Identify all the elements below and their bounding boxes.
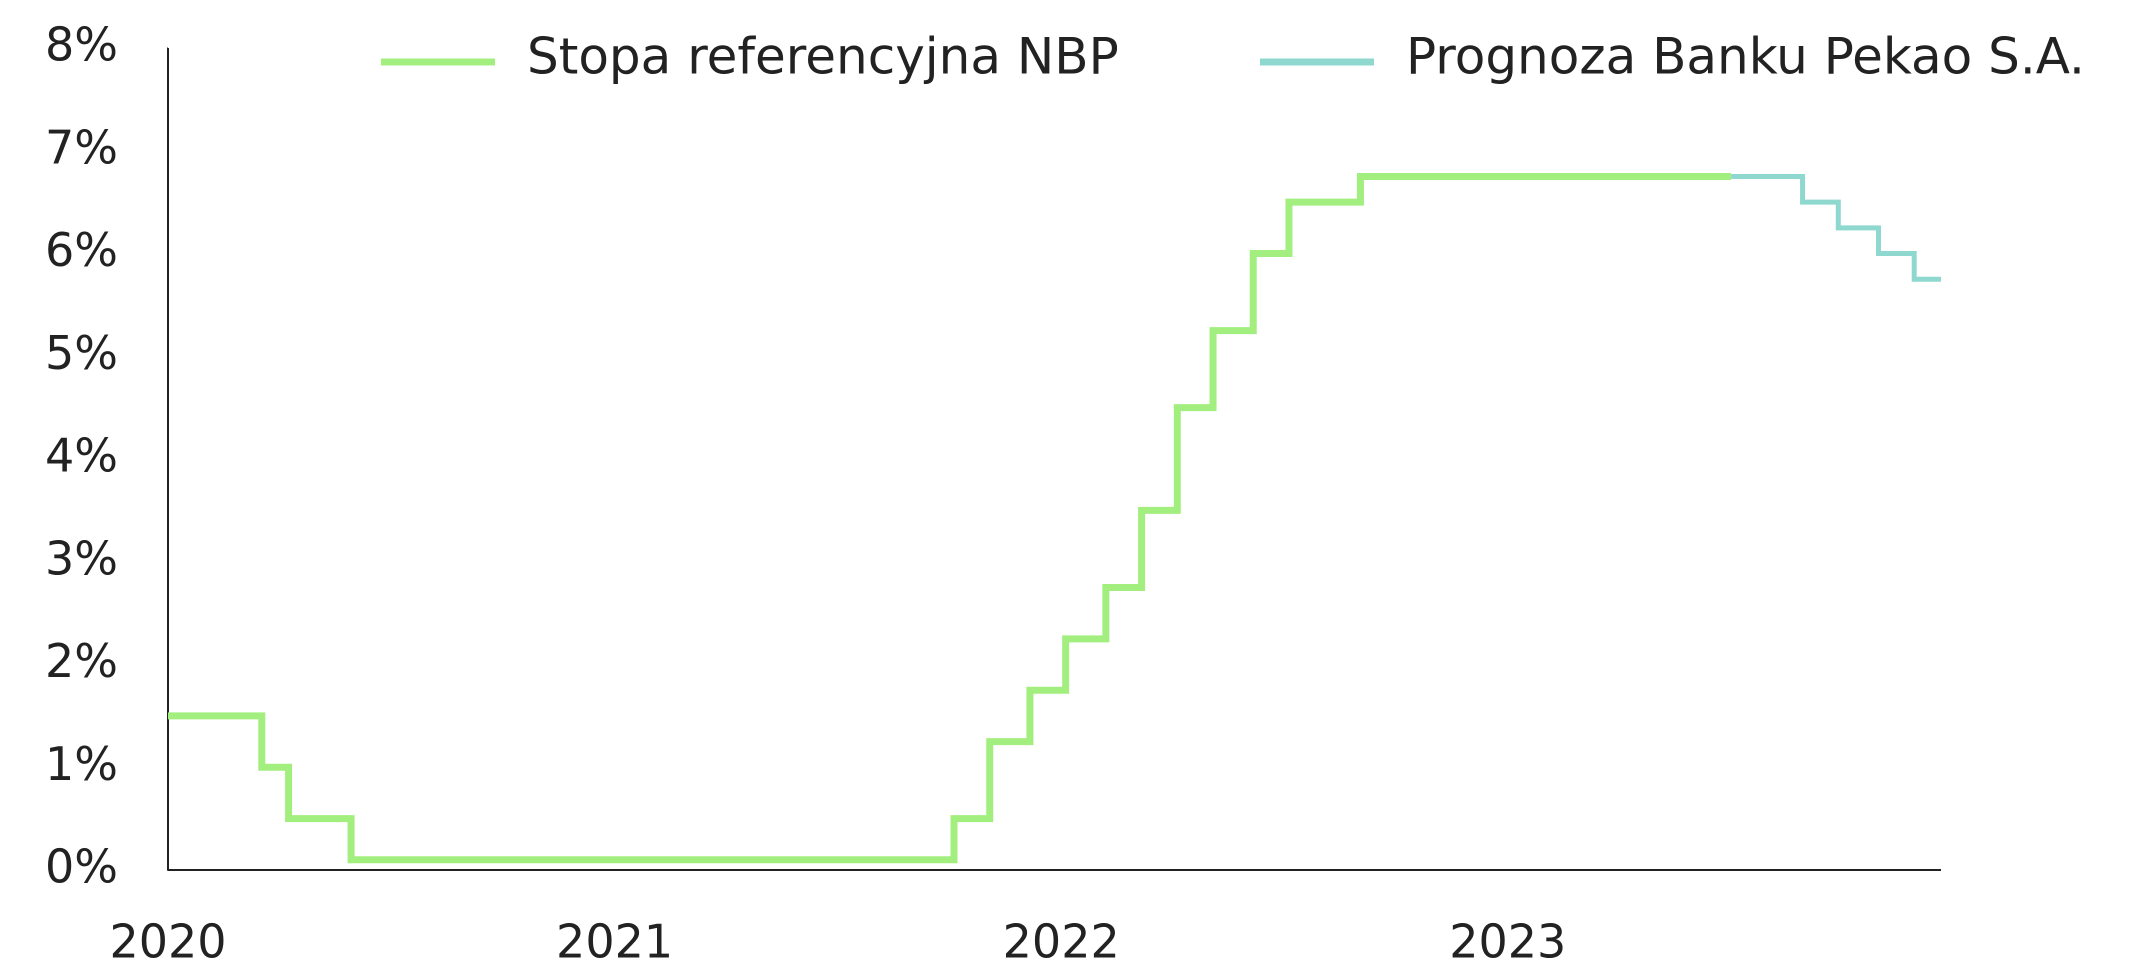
- y-tick-label: 6%: [45, 223, 118, 277]
- legend-label: Stopa referencyjna NBP: [527, 28, 1119, 86]
- y-tick-label: 2%: [45, 634, 118, 688]
- legend-label: Prognoza Banku Pekao S.A.: [1406, 28, 2085, 86]
- y-tick-label: 4%: [45, 429, 118, 483]
- x-tick-label: 2021: [556, 915, 673, 966]
- series-line: [1731, 173, 1941, 282]
- y-tick-label: 5%: [45, 326, 118, 380]
- y-tick-label: 1%: [45, 737, 118, 791]
- x-tick-label: 2020: [109, 915, 226, 966]
- y-tick-label: 0%: [45, 840, 118, 894]
- y-tick-label: 8%: [45, 18, 118, 72]
- y-tick-label: 3%: [45, 531, 118, 585]
- x-tick-label: 2023: [1449, 915, 1566, 966]
- y-tick-label: 7%: [45, 120, 118, 174]
- series-line: [168, 172, 1732, 864]
- x-tick-label: 2022: [1003, 915, 1120, 966]
